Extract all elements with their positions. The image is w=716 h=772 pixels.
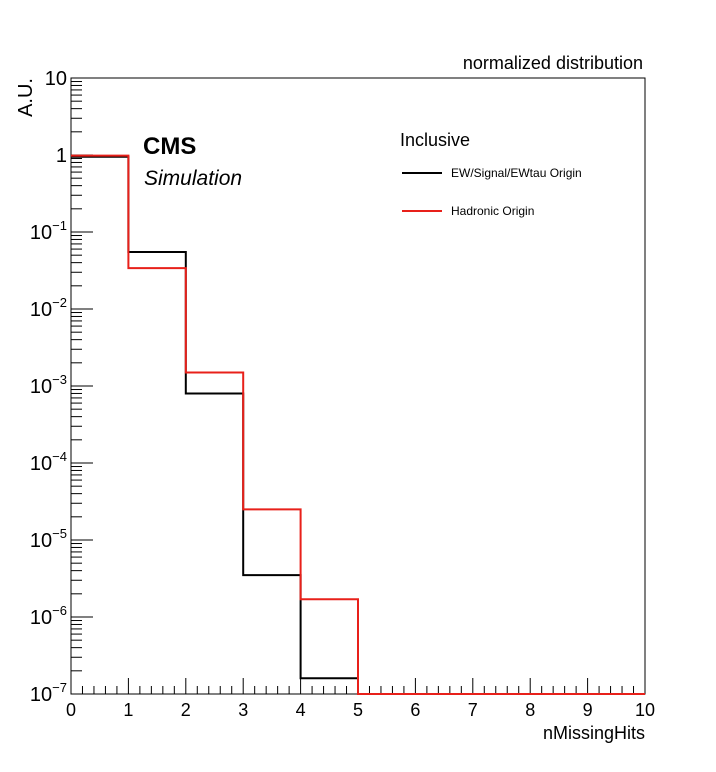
legend: EW/Signal/EWtau Origin Hadronic Origin — [402, 166, 582, 218]
cms-label: CMS — [143, 133, 196, 160]
x-tick-label: 10 — [635, 700, 655, 720]
x-tick-label: 2 — [181, 700, 191, 720]
y-tick-label: 10−1 — [30, 218, 67, 244]
y-tick-label: 10−6 — [30, 603, 67, 629]
y-tick-label: 10−4 — [30, 449, 67, 475]
chart-title: normalized distribution — [463, 53, 643, 73]
series-hadronic-line — [71, 154, 645, 695]
x-tick-label: 5 — [353, 700, 363, 720]
y-axis-label: A.U. — [15, 78, 37, 117]
y-ticks: 10−7 10−6 10−5 10−4 10−3 10−2 10−1 1 10 — [30, 68, 93, 706]
x-tick-label: 1 — [123, 700, 133, 720]
x-tick-label: 8 — [525, 700, 535, 720]
x-axis-label: nMissingHits — [543, 723, 645, 743]
y-tick-label: 1 — [56, 145, 67, 167]
y-tick-label: 10 — [45, 68, 67, 90]
x-tick-label: 0 — [66, 700, 76, 720]
x-tick-label: 3 — [238, 700, 248, 720]
legend-entry-label: EW/Signal/EWtau Origin — [451, 166, 582, 180]
x-ticks: 0 1 2 3 4 5 6 7 8 9 10 — [66, 678, 655, 720]
simulation-label: Simulation — [144, 167, 242, 190]
y-tick-label: 10−7 — [30, 680, 67, 706]
x-tick-label: 7 — [468, 700, 478, 720]
legend-entry-label: Hadronic Origin — [451, 204, 534, 218]
y-tick-label: 10−3 — [30, 372, 67, 398]
series-group — [71, 154, 645, 695]
legend-header: Inclusive — [400, 130, 470, 150]
y-tick-label: 10−5 — [30, 526, 67, 552]
y-tick-label: 10−2 — [30, 295, 67, 321]
x-tick-label: 6 — [410, 700, 420, 720]
x-tick-label: 9 — [583, 700, 593, 720]
x-tick-label: 4 — [296, 700, 306, 720]
